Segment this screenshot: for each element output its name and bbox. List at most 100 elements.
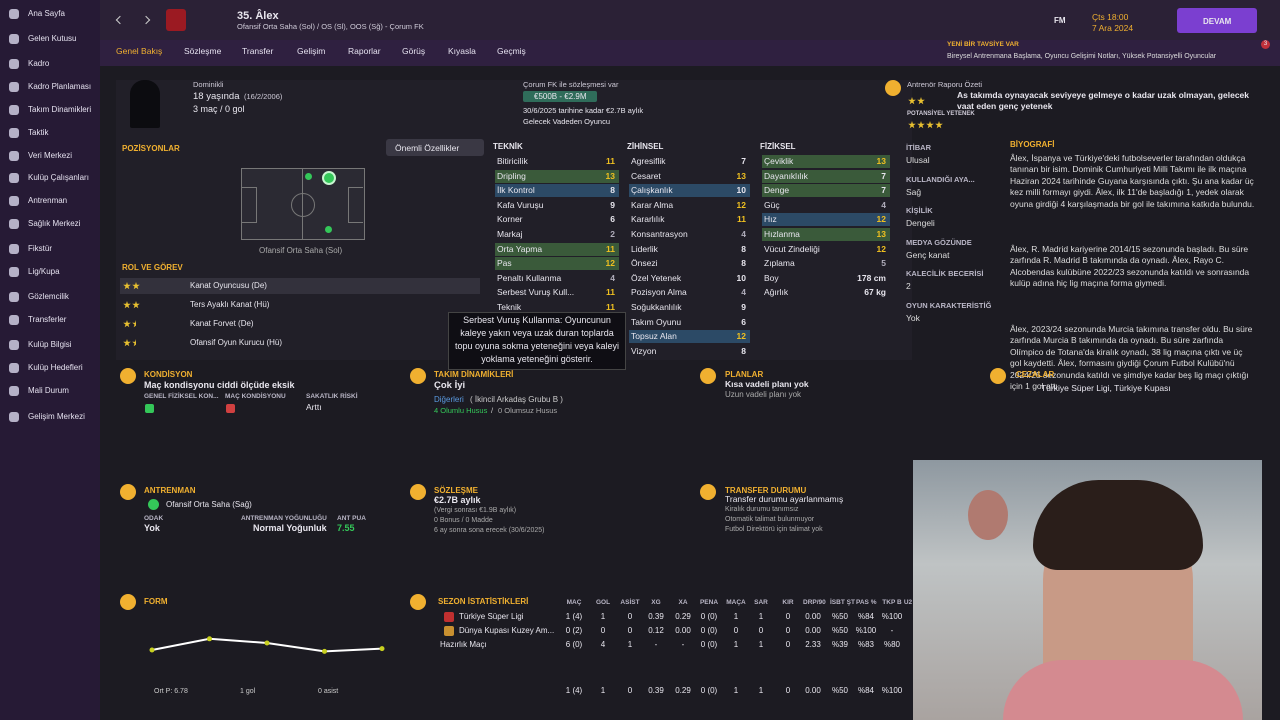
stat-value: %50 [831,626,848,635]
attribute-name[interactable]: Hız [764,214,777,225]
coach-icon [885,80,901,96]
attribute-name[interactable]: Orta Yapma [497,243,543,254]
tab[interactable]: Genel Bakış [116,46,163,56]
nav-icon [9,105,19,115]
attribute-name[interactable]: Korner [497,214,523,225]
attribute-name[interactable]: Karar Alma [631,199,674,210]
stat-value: %100 [881,612,903,621]
nav-item[interactable]: Transferler [28,315,67,324]
form-point[interactable] [322,648,327,654]
injury-risk: Arttı [306,402,322,412]
stat-value: 1 [600,612,606,621]
positions-heading[interactable]: POZİSYONLAR [122,144,180,153]
attribute-name[interactable]: Penaltı Kullanma [497,272,562,283]
attribute-name[interactable]: Dayanıklılık [764,170,808,181]
tab[interactable]: Raporlar [348,46,381,56]
attribute-name[interactable]: Hızlanma [764,229,800,239]
attribute-name[interactable]: Kararlılık [631,214,665,225]
attribute-name[interactable]: Güç [764,199,780,210]
tab[interactable]: Kıyasla [448,46,476,56]
nav-item[interactable]: Gelişim Merkezi [28,412,85,421]
attribute-name[interactable]: Vizyon [631,345,657,356]
nav-item[interactable]: Kulüp Çalışanları [28,173,89,182]
nav-item[interactable]: Taktik [28,128,49,137]
top-bar [100,0,1280,40]
tab[interactable]: Gelişim [297,46,326,56]
attribute-value: 6 [741,316,746,327]
attribute-name[interactable]: Ağırlık [764,287,789,298]
tab[interactable]: Sözleşme [184,46,222,56]
plans-heading[interactable]: PLANLAR [725,370,764,379]
role-item[interactable]: Ofansif Oyun Kurucu (Hü) [190,338,283,347]
form-point[interactable] [149,647,155,653]
attribute-name[interactable]: Markaj [497,229,523,239]
attribute-name[interactable]: Denge [764,185,790,196]
condition-heading[interactable]: KONDİSYON [144,370,193,379]
star [123,301,131,309]
nav-item[interactable]: Takım Dinamikleri [28,105,92,114]
continue-label[interactable]: DEVAM [1203,17,1232,26]
role-item[interactable]: Ters Ayaklı Kanat (Hü) [190,300,270,309]
nav-item[interactable]: Antrenman [28,196,68,205]
attribute-name[interactable]: Soğukkanlılık [631,302,682,312]
attribute-name[interactable]: Liderlik [631,243,658,254]
form-point[interactable] [207,636,212,642]
dropdown-label[interactable]: Önemli Özellikler [395,143,460,153]
attribute-name[interactable]: Zıplama [764,258,795,269]
form-heading[interactable]: FORM [144,597,168,606]
biography-heading[interactable]: BİYOGRAFİ [1010,140,1055,149]
attribute-name[interactable]: Konsantrasyon [631,229,688,239]
nav-item[interactable]: Sağlık Merkezi [28,219,81,228]
attribute-name[interactable]: Pozisyon Alma [631,287,687,298]
nav-item[interactable]: Kulüp Bilgisi [28,340,72,349]
recommendation-text[interactable]: Bireysel Antrenmana Başlama, Oyuncu Geli… [947,53,1217,60]
attribute-name[interactable]: Cesaret [631,170,661,181]
contract-heading[interactable]: SÖZLEŞME [434,486,479,495]
tab[interactable]: Transfer [242,46,274,56]
attribute-name[interactable]: Bitiricilik [497,156,528,166]
attribute-name[interactable]: Çalışkanlık [631,185,673,196]
attribute-name[interactable]: Özel Yetenek [631,272,682,283]
nav-item[interactable]: Gözlemcilik [28,292,69,301]
attribute-name[interactable]: Boy [764,272,779,283]
nav-item[interactable]: Kadro [28,59,50,68]
nav-item[interactable]: Veri Merkezi [28,151,73,160]
attribute-name[interactable]: İlk Kontrol [497,185,535,196]
role-item[interactable]: Kanat Forvet (De) [190,319,254,328]
attribute-name[interactable]: Agresiflik [631,156,666,166]
stats-heading[interactable]: SEZON İSTATİSTİKLERİ [438,597,529,606]
nav-item[interactable]: Lig/Kupa [28,267,60,276]
nav-item[interactable]: Mali Durum [28,386,69,395]
attribute-name[interactable]: Pas [497,258,512,269]
form-point[interactable] [264,640,270,646]
star [908,121,916,129]
dropdown[interactable] [386,139,484,156]
form-point[interactable] [379,646,385,652]
tab[interactable]: Görüş [402,46,426,56]
social-group[interactable]: Diğerleri [434,395,464,404]
role-item[interactable]: Kanat Oyuncusu (De) [190,281,267,290]
nav-icon [9,128,19,138]
attribute-name[interactable]: Takım Oyunu [631,316,682,327]
nav-item[interactable]: Kulüp Hedefleri [28,363,83,372]
condition-label: SAKATLIK RİSKİ [306,393,358,400]
dynamics-heading[interactable]: TAKIM DİNAMİKLERİ [434,370,514,379]
attribute-name[interactable]: Serbest Vuruş Kull... [497,287,575,298]
nav-item[interactable]: Gelen Kutusu [28,34,77,43]
attribute-name[interactable]: Teknik [497,302,522,312]
attribute-name[interactable]: Çeviklik [764,156,794,166]
attribute-name[interactable]: Önsezi [631,258,658,269]
continue-button[interactable] [1177,8,1257,33]
nav-item[interactable]: Kadro Planlaması [28,82,92,91]
training-heading[interactable]: ANTRENMAN [144,486,196,495]
attribute-name[interactable]: Vücut Zindeliği [764,243,820,254]
transfer-heading[interactable]: TRANSFER DURUMU [725,486,807,495]
stat-value: 1 [758,640,764,649]
tab[interactable]: Geçmiş [497,46,526,56]
attribute-name[interactable]: Dripling [497,170,526,181]
nav-item[interactable]: Fikstür [28,244,52,253]
attribute-name[interactable]: Kafa Vuruşu [497,199,544,210]
fm-button[interactable]: FM [1054,16,1066,25]
nav-item[interactable]: Ana Sayfa [28,9,65,18]
attribute-name[interactable]: Topsuz Alan [631,331,677,342]
